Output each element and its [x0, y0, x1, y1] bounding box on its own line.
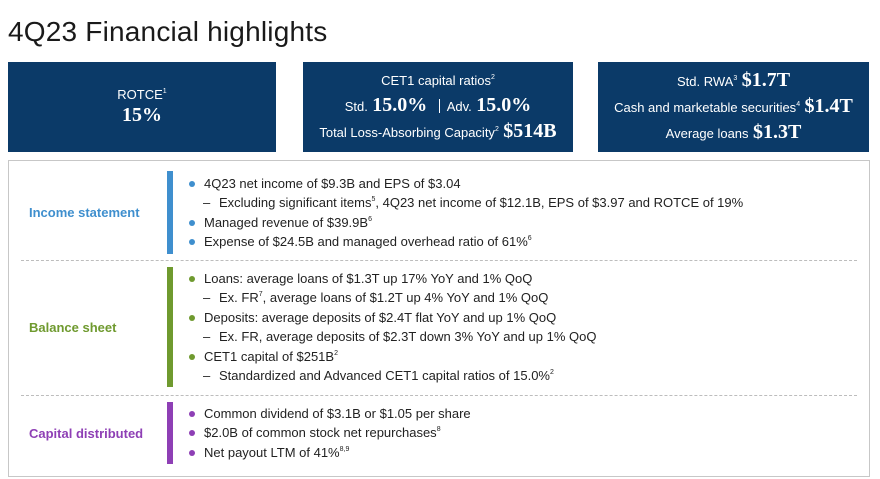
tlac-value: $514B [503, 120, 557, 142]
rotce-tile: ROTCE1 15% [8, 62, 276, 152]
rwa-value: $1.7T [741, 69, 791, 91]
list-item: Net payout LTM of 41%8,9 [189, 443, 471, 462]
list-item: $2.0B of common stock net repurchases8 [189, 423, 471, 442]
list-subitem: – Ex. FR7, average loans of $1.2T up 4% Y… [203, 290, 549, 306]
rotce-value: 15% [122, 104, 162, 126]
cet1-tile: CET1 capital ratios2 Std. 15.0% Adv. 15.… [303, 62, 573, 152]
balance-bar [167, 267, 173, 387]
balance-items: Loans: average loans of $1.3T up 17% YoY… [189, 269, 596, 385]
loans-line: Average loans $1.3T [665, 121, 802, 143]
balance-label: Balance sheet [29, 320, 117, 335]
capital-items: Common dividend of $3.1B or $1.05 per sh… [189, 404, 471, 462]
list-subitem: – Ex. FR, average deposits of $2.3T down … [203, 329, 597, 345]
section-divider [21, 260, 857, 261]
section-divider [21, 395, 857, 396]
income-bar [167, 171, 173, 254]
list-item: CET1 capital of $251B2 [189, 347, 596, 366]
list-item: Loans: average loans of $1.3T up 17% YoY… [189, 269, 596, 288]
rotce-label: ROTCE1 [117, 87, 167, 102]
loans-value: $1.3T [752, 121, 802, 143]
list-item: Managed revenue of $39.9B6 [189, 213, 743, 232]
balance-tile: Std. RWA3 $1.7T Cash and marketable secu… [598, 62, 869, 152]
list-item: Deposits: average deposits of $2.4T flat… [189, 308, 596, 327]
list-item: 4Q23 net income of $9.3B and EPS of $3.0… [189, 174, 743, 193]
tlac-line: Total Loss-Absorbing Capacity2 $514B [319, 120, 557, 142]
cet1-heading: CET1 capital ratios2 [381, 73, 495, 88]
list-subitem: – Excluding significant items5, 4Q23 net … [203, 195, 744, 211]
highlights-panel: Income statement 4Q23 net income of $9.3… [8, 160, 870, 477]
cash-line: Cash and marketable securities4 $1.4T [614, 95, 853, 117]
separator [438, 99, 440, 113]
page-title: 4Q23 Financial highlights [8, 16, 328, 47]
cash-value: $1.4T [804, 95, 853, 117]
rwa-line: Std. RWA3 $1.7T [676, 69, 791, 91]
income-items: 4Q23 net income of $9.3B and EPS of $3.0… [189, 174, 743, 252]
list-subitem: – Standardized and Advanced CET1 capital … [203, 367, 554, 383]
capital-label: Capital distributed [29, 426, 144, 441]
capital-bar [167, 402, 173, 464]
cet1-adv-value: 15.0% [476, 94, 532, 116]
income-label: Income statement [29, 205, 140, 220]
list-item: Common dividend of $3.1B or $1.05 per sh… [189, 404, 471, 423]
list-item: Expense of $24.5B and managed overhead r… [189, 232, 743, 251]
cet1-ratios: Std. 15.0% Adv. 15.0% [344, 94, 532, 116]
cet1-std-value: 15.0% [372, 94, 428, 116]
